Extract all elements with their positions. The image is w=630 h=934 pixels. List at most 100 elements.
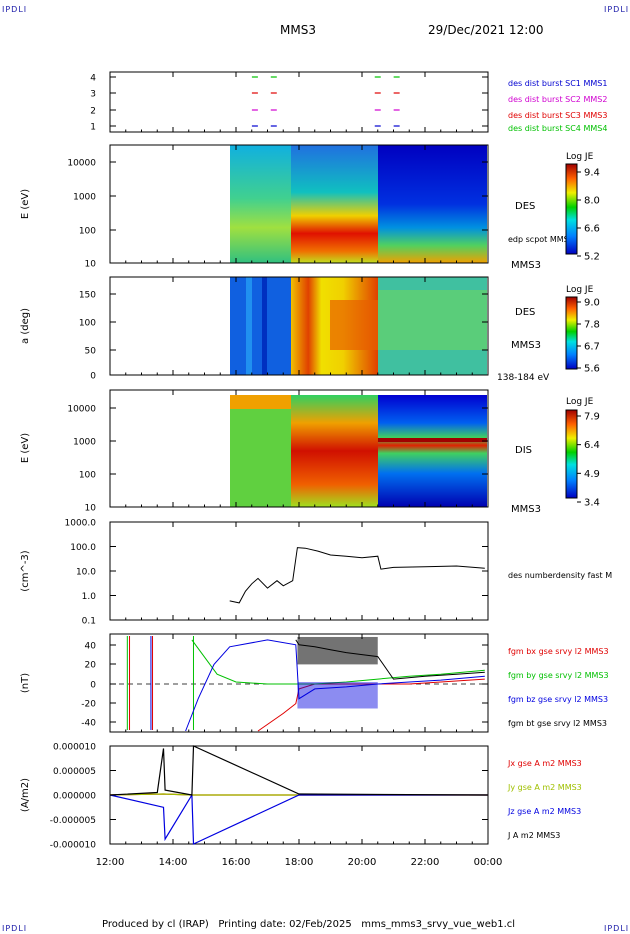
x-tick-label: 18:00: [285, 857, 314, 868]
y-tick-label: 0.000000: [53, 792, 96, 802]
colorbar-tick-label: 5.2: [584, 252, 600, 263]
dis-energy-label: DIS: [515, 445, 532, 456]
density-panel: (cm^-3) 1000.0 100.0 10.0 1.0 0.1 des number…: [20, 519, 612, 627]
x-tick-label: 12:00: [96, 857, 125, 868]
colorbar-tick-label: 7.9: [584, 412, 600, 423]
des-pitch-block-1: [230, 277, 291, 375]
des-energy-overlay-label: edp scpot MMS3: [508, 235, 574, 244]
y-tick-label: 0.000010: [53, 743, 96, 753]
x-axis-tick-labels: 12:00 14:00 16:00 18:00 20:00 22:00 00:00: [96, 857, 503, 868]
footer-text: Produced by cl (IRAP) Printing date: 02/…: [102, 919, 516, 930]
des-energy-colorbar-title: Log JE: [566, 152, 594, 162]
dis-energy-beam: [378, 438, 487, 442]
des-pitch-colorbar-title: Log JE: [566, 285, 594, 295]
dis-energy-colorbar-title: Log JE: [566, 397, 594, 407]
x-axis-ticks: [109, 72, 489, 844]
des-energy-block-3: [378, 145, 487, 263]
y-tick-label: -20: [81, 700, 96, 710]
colorbar-tick-label: 6.4: [584, 440, 600, 451]
dis-energy-sublabel: MMS3: [511, 504, 541, 515]
burst-label-sc3: des dist burst SC3 MMS3: [508, 111, 607, 120]
y-tick-label: 10000: [67, 159, 96, 169]
y-tick-label: 50: [85, 347, 97, 357]
colorbar-tick-label: 3.4: [584, 498, 600, 509]
bfield-ylabel: (nT): [20, 673, 31, 693]
current-label-j: J A m2 MMS3: [507, 831, 560, 840]
y-tick-label: 1: [90, 123, 96, 133]
des-energy-sublabel: MMS3: [511, 260, 541, 271]
y-tick-label: 0.1: [82, 617, 96, 627]
des-energy-yticks: 10000 1000 100 10: [67, 159, 488, 270]
density-frame: [109, 521, 489, 621]
x-tick-label: 16:00: [222, 857, 251, 868]
des-pitch-ylabel: a (deg): [20, 308, 31, 344]
bx-line: [257, 678, 485, 732]
burst-markers: [251, 76, 400, 127]
dis-energy-colorbar: [565, 409, 578, 499]
des-pitch-label: DES: [515, 307, 535, 318]
current-label-jy: Jy gse A m2 MMS3: [507, 783, 582, 792]
by-line: [191, 639, 485, 685]
dis-energy-block-1-top: [230, 395, 291, 409]
des-pitch-stripe-1: [246, 277, 252, 375]
current-series: [109, 745, 489, 845]
des-pitch-panel: a (deg) 150 100 50 0 DES MMS3 138-184 eV Lo…: [20, 276, 600, 383]
bfield-turbulence-bz: [297, 682, 378, 709]
current-label-jz: Jz gse A m2 MMS3: [507, 807, 581, 816]
bfield-yticks: 40 20 0 -20 -40: [81, 642, 488, 729]
datetime-title: 29/Dec/2021 12:00: [428, 23, 544, 37]
current-panel: (A/m2) 0.000010 0.000005 0.000000 -0.000005…: [20, 743, 582, 851]
burst-yticks: 4 3 2 1: [90, 74, 488, 133]
des-pitch-stripe-2: [262, 277, 267, 375]
des-pitch-block-3-core: [378, 290, 487, 350]
burst-frame: [109, 71, 489, 133]
bfield-label-bz: fgm bz gse srvy l2 MMS3: [508, 695, 608, 704]
des-energy-label: DES: [515, 201, 535, 212]
des-energy-ylabel: E (eV): [20, 189, 31, 219]
current-label-jx: Jx gse A m2 MMS3: [507, 759, 582, 768]
y-tick-label: 150: [79, 291, 96, 301]
density-ylabel: (cm^-3): [20, 550, 31, 591]
bfield-series: [126, 636, 485, 732]
y-tick-label: 100: [79, 227, 96, 237]
bfield-panel: (nT) 40 20 0 -20 -40 fgm bx gse srvy l2 MMS3…: [20, 633, 609, 733]
corner-label-bl: IPDLI: [2, 924, 28, 933]
des-pitch-colorbar: [565, 296, 578, 370]
colorbar-tick-label: 5.6: [584, 364, 600, 375]
y-tick-label: 40: [85, 642, 97, 652]
corner-label-tr: IPDLI: [604, 5, 630, 14]
current-ylabel: (A/m2): [20, 778, 31, 812]
j-line: [109, 745, 489, 796]
y-tick-label: -0.000005: [50, 816, 96, 826]
dis-energy-block-3: [378, 395, 487, 507]
colorbar-tick-label: 6.6: [584, 224, 600, 235]
des-energy-colorbar: [565, 163, 578, 255]
colorbar-tick-label: 7.8: [584, 320, 600, 331]
des-pitch-yticks: 150 100 50 0: [79, 291, 488, 382]
burst-label-sc1: des dist burst SC1 MMS1: [508, 79, 607, 88]
des-energy-block-2: [291, 145, 378, 263]
y-tick-label: 100: [79, 471, 96, 481]
colorbar-tick-label: 9.4: [584, 168, 600, 179]
bfield-turbulence-bt: [297, 636, 378, 665]
x-tick-label: 22:00: [411, 857, 440, 868]
burst-label-sc2: des dist burst SC2 MMS2: [508, 95, 607, 104]
colorbar-tick-label: 8.0: [584, 196, 600, 207]
density-yticks: 1000.0 100.0 10.0 1.0 0.1: [65, 519, 488, 627]
bfield-label-bt: fgm bt gse srvy l2 MMS3: [508, 719, 607, 728]
bfield-label-bx: fgm bx gse srvy l2 MMS3: [508, 647, 609, 656]
y-tick-label: 10: [85, 260, 97, 270]
y-tick-label: 0: [90, 372, 96, 382]
dis-energy-ylabel: E (eV): [20, 433, 31, 463]
spacecraft-title: MMS3: [280, 23, 316, 37]
y-tick-label: 1000: [73, 193, 96, 203]
density-line: [229, 547, 485, 604]
bfield-label-by: fgm by gse srvy l2 MMS3: [508, 671, 609, 680]
y-tick-label: 100.0: [70, 543, 96, 553]
y-tick-label: 10000: [67, 405, 96, 415]
y-tick-label: 1000: [73, 438, 96, 448]
density-series-label: des numberdensity fast M: [508, 571, 612, 580]
des-pitch-sublabel: MMS3: [511, 340, 541, 351]
des-energy-colorbar-ticks: 9.4 8.0 6.6 5.2: [577, 168, 600, 263]
